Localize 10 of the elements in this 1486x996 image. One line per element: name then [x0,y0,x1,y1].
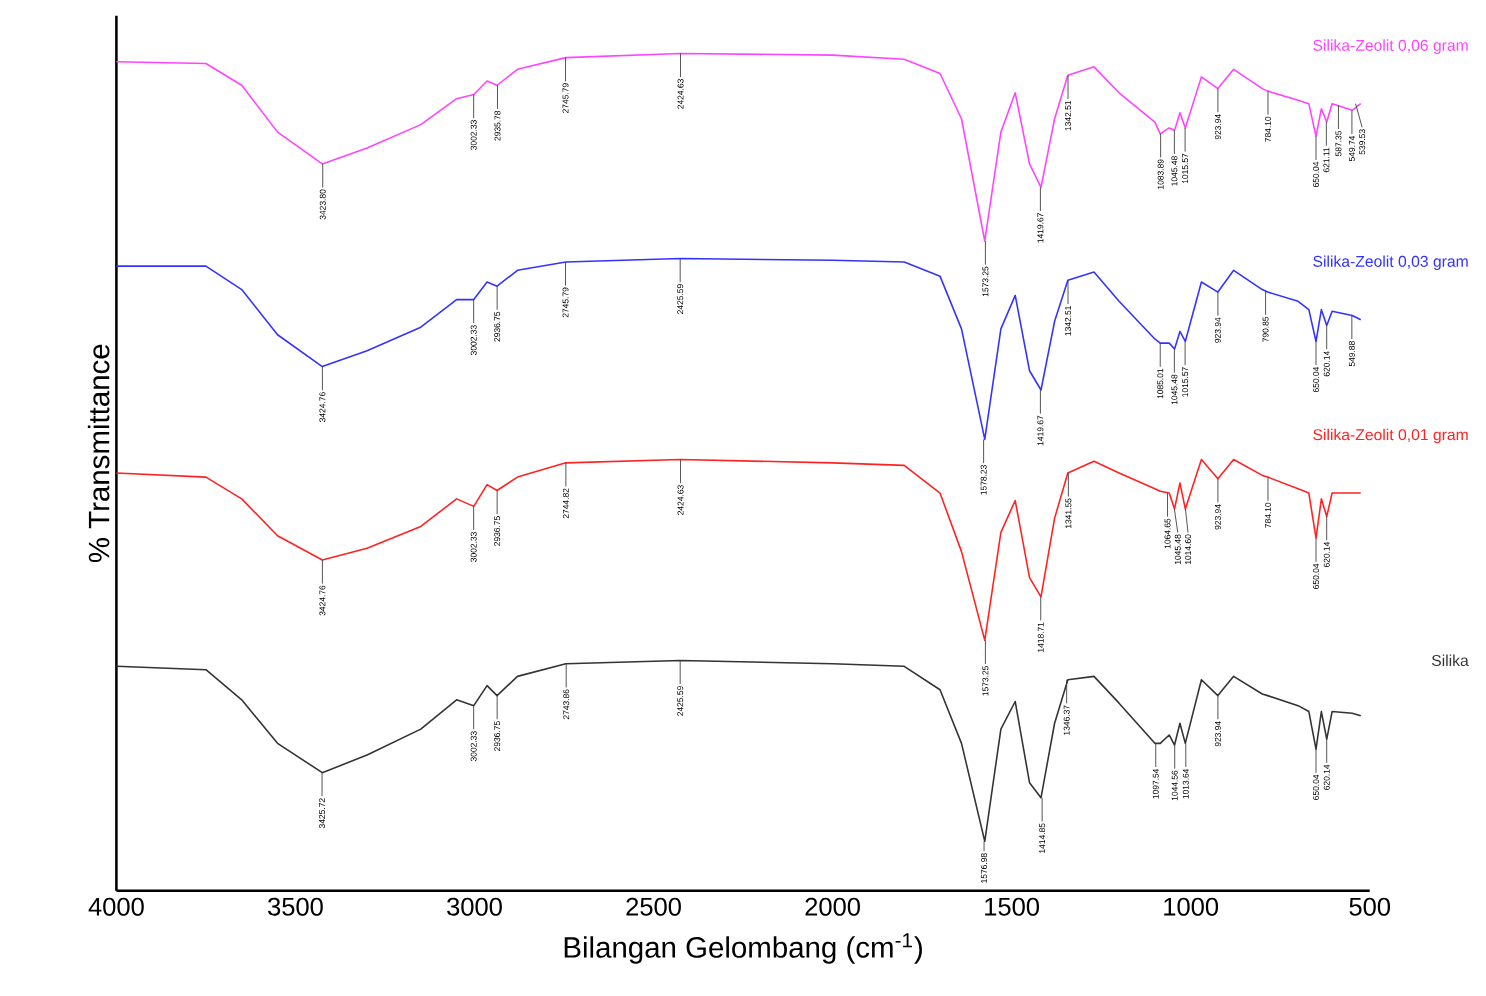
x-tick-label: 1500 [985,898,1040,917]
x-tick-label: 2000 [805,898,860,917]
x-axis-title: Bilangan Gelombang (cm$^{-1}$) [564,933,922,965]
x-tick-label: 2500 [626,898,681,917]
x-tick-label: 500 [1349,898,1391,917]
x-tick-label: 1000 [1164,898,1219,917]
x-tick-label: 4000 [88,898,144,917]
y-axis-title: % Transmittance [87,345,110,563]
x-tick-label: 3000 [447,898,502,917]
x-tick-label: 3500 [268,898,323,917]
